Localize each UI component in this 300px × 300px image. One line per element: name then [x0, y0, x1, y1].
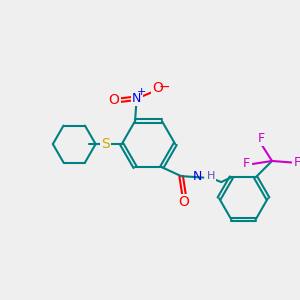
Text: −: − — [159, 80, 171, 94]
Text: F: F — [243, 158, 250, 170]
Text: F: F — [294, 156, 300, 169]
Text: O: O — [179, 195, 190, 209]
Text: S: S — [101, 137, 110, 151]
Text: O: O — [152, 81, 163, 95]
Text: O: O — [108, 93, 119, 107]
Text: H: H — [206, 171, 215, 181]
Text: F: F — [258, 132, 265, 145]
Text: +: + — [136, 87, 146, 97]
Text: N: N — [193, 169, 202, 183]
Text: N: N — [132, 92, 141, 104]
